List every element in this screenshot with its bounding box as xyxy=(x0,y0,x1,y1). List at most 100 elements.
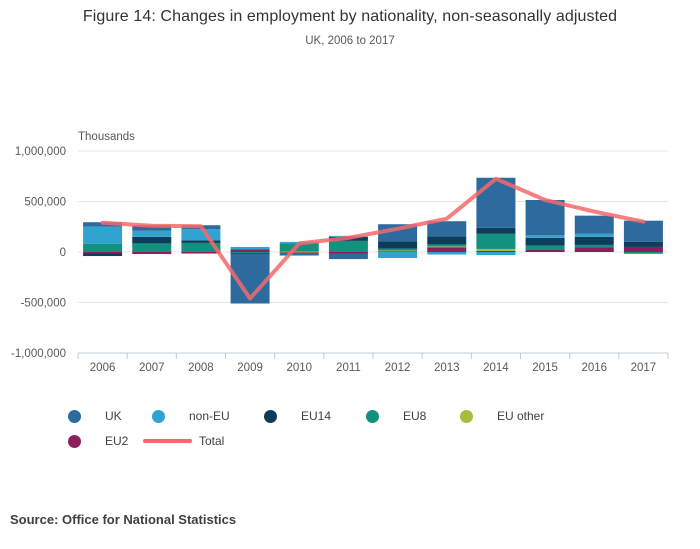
bar-segment-eu8-2009 xyxy=(230,252,270,254)
bar-segment-eu2-2007 xyxy=(132,252,172,255)
bar-segment-eu8-2015 xyxy=(525,245,565,250)
legend-dot-icon xyxy=(460,409,473,423)
bar-segment-eu14-2012 xyxy=(378,241,418,249)
bar-segment-eu8-2016 xyxy=(574,244,614,248)
bar-segment-uk-2015 xyxy=(525,199,565,236)
bar-segment-non-eu-2014 xyxy=(476,252,516,256)
bar-segment-non-eu-2008 xyxy=(181,229,221,241)
legend-label: EU other xyxy=(497,409,545,423)
x-axis-label-2010: 2010 xyxy=(286,362,312,374)
y-axis-tick-label: 1,000,000 xyxy=(15,146,66,158)
bar-segment-non-eu-2017 xyxy=(623,253,663,255)
chart-subtitle: UK, 2006 to 2017 xyxy=(305,35,395,47)
bar-segment-eu2-2012 xyxy=(378,250,418,252)
bar-segment-eu14-2015 xyxy=(525,237,565,246)
legend-item-eu-other: EU other xyxy=(460,409,544,423)
bar-segment-eu14-2017 xyxy=(623,241,663,247)
bar-segment-non-eu-2009 xyxy=(230,246,270,250)
bar-segment-eu2-2006 xyxy=(83,252,123,254)
bar-segment-eu2-2015 xyxy=(525,249,565,252)
legend-item-non-eu: non-EU xyxy=(152,409,230,423)
bar-segment-eu2-2010 xyxy=(279,252,319,254)
x-axis-label-2016: 2016 xyxy=(581,362,607,374)
bar-segment-eu2-2011 xyxy=(328,252,368,254)
x-axis-label-2012: 2012 xyxy=(385,362,411,374)
total-line xyxy=(100,176,646,301)
bar-segment-eu8-2012 xyxy=(378,248,418,251)
legend-label: non-EU xyxy=(189,409,230,423)
x-axis-label-2013: 2013 xyxy=(434,362,460,374)
y-axis-unit-label: Thousands xyxy=(78,131,135,143)
legend-label: EU2 xyxy=(105,434,129,448)
bar-segment-eu14-2013 xyxy=(427,236,467,245)
legend-line-swatch xyxy=(143,439,192,443)
bar-segment-eu8-2007 xyxy=(132,243,172,252)
legend-item-eu2: EU2 xyxy=(68,434,128,448)
legend-dot-icon xyxy=(264,409,277,423)
y-axis-tick-label: -500,000 xyxy=(21,298,66,310)
bar-segment-eu14-2006 xyxy=(83,253,123,257)
bar-segment-eu-other-2010 xyxy=(279,251,319,253)
legend-item-eu14: EU14 xyxy=(264,409,331,423)
bar-segment-non-eu-2013 xyxy=(427,252,467,255)
legend-item-uk: UK xyxy=(68,409,122,423)
x-axis-label-2008: 2008 xyxy=(188,362,214,374)
bar-segment-uk-2013 xyxy=(427,221,467,237)
bar-segment-eu-other-2014 xyxy=(476,248,516,251)
bar-segment-eu8-2010 xyxy=(279,243,319,252)
bar-segment-eu2-2014 xyxy=(476,250,516,252)
bar-segment-eu2-2009 xyxy=(230,249,270,252)
y-axis-tick-label: 500,000 xyxy=(24,197,66,209)
legend-dot-icon xyxy=(152,409,165,423)
bar-segment-eu2-2013 xyxy=(427,246,467,252)
bar-segment-eu2-2016 xyxy=(574,247,614,252)
x-axis-label-2017: 2017 xyxy=(631,362,657,374)
bar-segment-eu2-2008 xyxy=(181,252,221,254)
x-axis-label-2007: 2007 xyxy=(139,362,165,374)
chart-title: Figure 14: Changes in employment by nati… xyxy=(82,8,618,25)
legend-label: EU14 xyxy=(301,409,332,423)
y-axis-tick-label: -1,000,000 xyxy=(11,348,66,360)
x-axis-label-2014: 2014 xyxy=(483,362,509,374)
legend-label: UK xyxy=(105,409,122,423)
bar-segment-eu-other-2012 xyxy=(378,250,418,252)
bar-segment-uk-2010 xyxy=(279,253,319,256)
bar-segment-eu2-2017 xyxy=(623,246,663,252)
legend-dot-icon xyxy=(68,434,81,448)
legend-item-total: Total xyxy=(143,434,224,448)
bar-segment-eu14-2014 xyxy=(476,227,516,234)
bar-segment-uk-2016 xyxy=(574,215,614,234)
bar-segment-eu14-2008 xyxy=(181,240,221,243)
bar-segment-eu-other-2013 xyxy=(427,246,467,248)
bar-segment-non-eu-2007 xyxy=(132,230,172,237)
bar-segment-eu14-2016 xyxy=(574,236,614,245)
bar-segment-eu14-2007 xyxy=(132,236,172,244)
x-axis-label-2015: 2015 xyxy=(532,362,558,374)
bar-segment-eu8-2008 xyxy=(181,242,221,252)
bar-segment-eu8-2013 xyxy=(427,244,467,247)
legend-dot-icon xyxy=(366,409,379,423)
bar-segment-eu8-2014 xyxy=(476,233,516,249)
bar-segment-non-eu-2016 xyxy=(574,233,614,237)
bar-segment-eu14-2009 xyxy=(230,253,270,255)
bar-segment-uk-2017 xyxy=(623,220,663,242)
bar-segment-uk-2011 xyxy=(328,253,368,260)
x-axis-label-2009: 2009 xyxy=(237,362,263,374)
bar-segment-eu8-2011 xyxy=(328,240,368,252)
source-line: Source: Office for National Statistics xyxy=(10,512,237,527)
bar-segment-non-eu-2015 xyxy=(525,235,565,238)
bar-segment-eu8-2017 xyxy=(623,252,663,254)
y-axis-tick-label: 0 xyxy=(60,247,66,259)
legend-item-eu8: EU8 xyxy=(366,409,426,423)
x-axis-label-2006: 2006 xyxy=(90,362,116,374)
bar-segment-uk-2007 xyxy=(132,225,172,231)
bar-segment-eu8-2006 xyxy=(83,243,123,252)
legend-label: EU8 xyxy=(403,409,427,423)
x-axis-label-2011: 2011 xyxy=(336,362,361,374)
legend-label: Total xyxy=(199,434,225,448)
bar-segment-non-eu-2012 xyxy=(378,252,418,259)
legend-dot-icon xyxy=(68,409,81,423)
bar-segment-non-eu-2006 xyxy=(83,226,123,244)
